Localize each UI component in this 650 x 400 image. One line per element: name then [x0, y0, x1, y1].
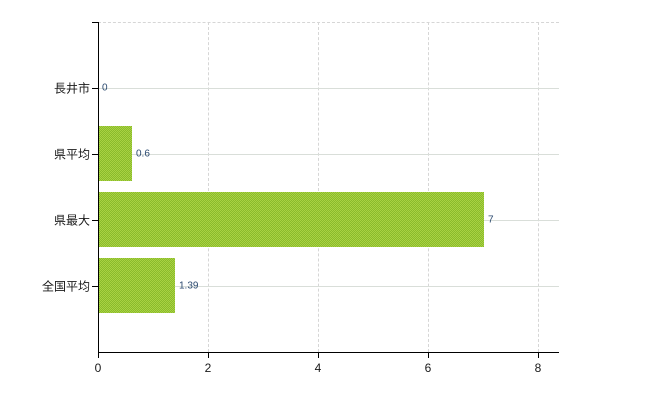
x-axis-tick [538, 352, 539, 358]
x-axis-tick [98, 352, 99, 358]
vertical-gridline [538, 22, 539, 352]
y-axis-tick [92, 88, 98, 89]
category-label: 県最大 [53, 213, 90, 228]
row-gridline [98, 154, 559, 155]
value-label: 0 [102, 82, 108, 94]
bar [99, 258, 175, 313]
value-label: 7 [488, 214, 494, 226]
x-axis-line [98, 352, 559, 353]
x-tick-label: 4 [314, 361, 322, 375]
x-tick-label: 8 [534, 361, 542, 375]
y-axis-tick [92, 220, 98, 221]
row-gridline [98, 88, 559, 89]
x-tick-label: 0 [94, 361, 102, 375]
vertical-gridline [318, 22, 319, 352]
x-tick-label: 6 [424, 361, 432, 375]
bar [99, 192, 484, 247]
value-label: 1.39 [179, 280, 199, 292]
y-axis-tick [92, 286, 98, 287]
x-axis-tick [318, 352, 319, 358]
value-label: 0.6 [136, 148, 150, 160]
category-label: 長井市 [53, 81, 90, 96]
bar [99, 126, 132, 181]
y-axis-top-tick [92, 22, 98, 23]
x-axis-tick [428, 352, 429, 358]
row-gridline [98, 286, 559, 287]
y-axis-line [98, 22, 99, 353]
vertical-gridline [208, 22, 209, 352]
plot-top-border [98, 22, 559, 23]
x-tick-label: 2 [204, 361, 212, 375]
y-axis-tick [92, 154, 98, 155]
category-label: 県平均 [53, 147, 90, 162]
vertical-gridline [428, 22, 429, 352]
category-label: 全国平均 [41, 279, 90, 294]
x-axis-tick [208, 352, 209, 358]
